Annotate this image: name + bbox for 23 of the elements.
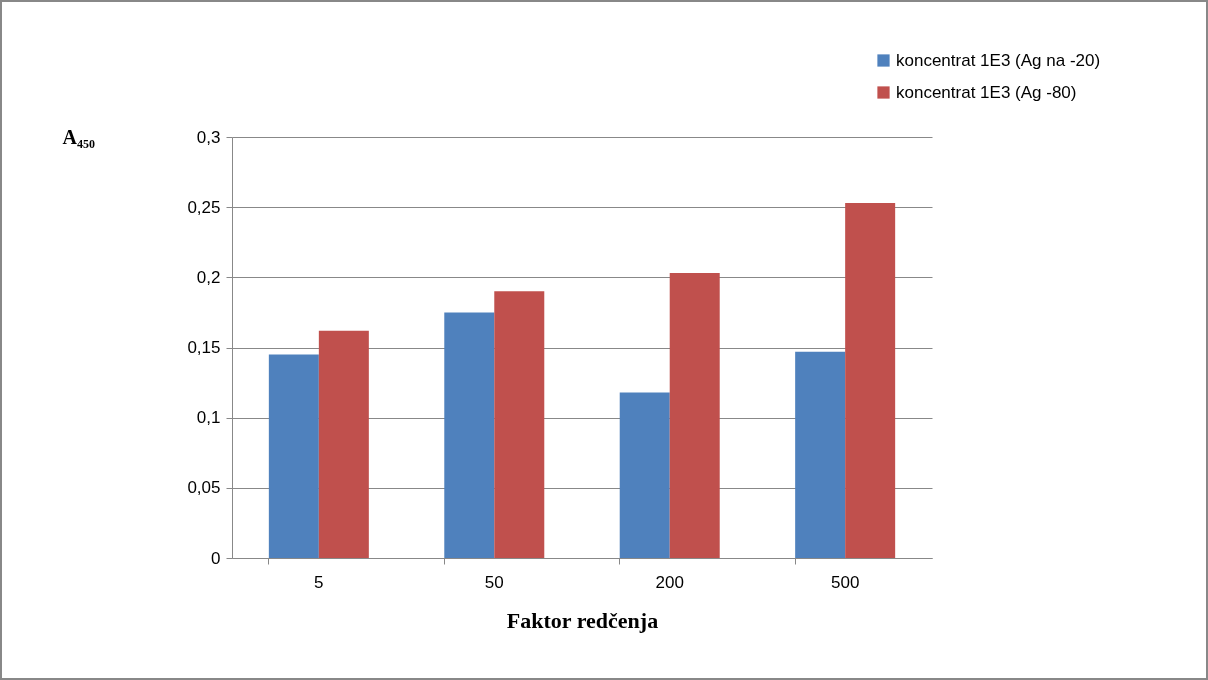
y-tick-label: 0 [211, 548, 221, 568]
bar [669, 273, 720, 558]
legend-label: koncentrat 1E3 (Ag na -20) [896, 50, 1101, 70]
y-tick-label: 0,05 [187, 478, 221, 498]
x-axis-title: Faktor redčenja [506, 607, 659, 633]
y-tick-label: 0,2 [196, 267, 221, 287]
y-tick-label: 0,15 [187, 338, 221, 357]
x-tick-label: 500 [830, 572, 860, 592]
legend-label: koncentrat 1E3 (Ag -80) [896, 82, 1077, 102]
bar [444, 312, 495, 558]
y-tick-label: 0,1 [196, 408, 221, 428]
x-tick-label: 5 [314, 572, 324, 592]
x-tick-label: 200 [655, 572, 684, 592]
y-tick-label: 0,25 [187, 197, 221, 217]
y-axis-title: A₄₅₀ [62, 125, 95, 148]
bar [268, 354, 319, 558]
x-tick-label: 50 [484, 572, 504, 592]
bar [845, 202, 896, 558]
bar [318, 330, 369, 558]
y-tick-label: 0,3 [196, 127, 221, 147]
bar [795, 351, 846, 558]
bar [494, 291, 545, 558]
bar [619, 392, 670, 558]
